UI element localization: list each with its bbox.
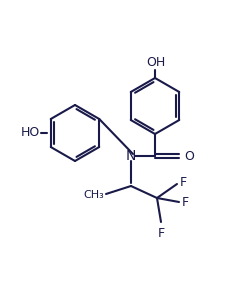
Text: O: O — [184, 150, 194, 162]
Text: F: F — [157, 227, 165, 240]
Text: N: N — [126, 149, 136, 163]
Text: OH: OH — [146, 56, 166, 69]
Text: F: F — [182, 196, 189, 208]
Text: CH₃: CH₃ — [83, 190, 104, 200]
Text: HO: HO — [21, 127, 40, 139]
Text: F: F — [180, 175, 187, 189]
